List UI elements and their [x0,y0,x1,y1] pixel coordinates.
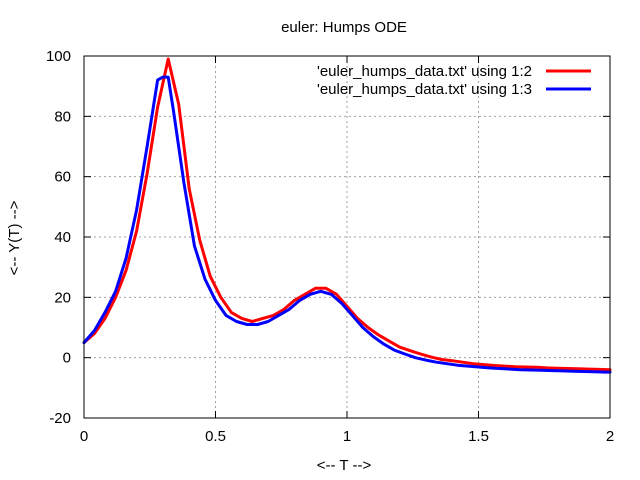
axis-ticks: 0 0.5 1 1.5 2 -20 0 20 40 60 80 100 [46,48,614,445]
x-tick-label: 0 [80,428,88,445]
series-line-1 [82,57,612,372]
y-tick-label: 0 [63,350,71,367]
x-tick-label: 0.5 [205,428,226,445]
legend-label-series-1: 'euler_humps_data.txt' using 1:2 [317,63,532,80]
x-tick-label: 1.5 [468,428,489,445]
y-tick-label: 80 [54,108,71,125]
grid-lines [84,56,610,418]
y-tick-label: 100 [46,48,71,65]
series-line-2 [82,75,612,374]
y-tick-label: 20 [54,289,71,306]
y-tick-label: 60 [54,169,71,186]
x-tick-label: 1 [343,428,351,445]
legend-label-series-2: 'euler_humps_data.txt' using 1:3 [317,81,532,98]
x-tick-label: 2 [606,428,614,445]
y-axis-label: <-- Y(T) --> [6,200,23,275]
series-lines [82,57,612,374]
y-tick-label: -20 [49,410,71,427]
chart-title: euler: Humps ODE [281,19,407,36]
y-tick-label: 40 [54,229,71,246]
legend: 'euler_humps_data.txt' using 1:2 'euler_… [317,63,591,98]
x-axis-label: <-- T --> [317,457,372,474]
